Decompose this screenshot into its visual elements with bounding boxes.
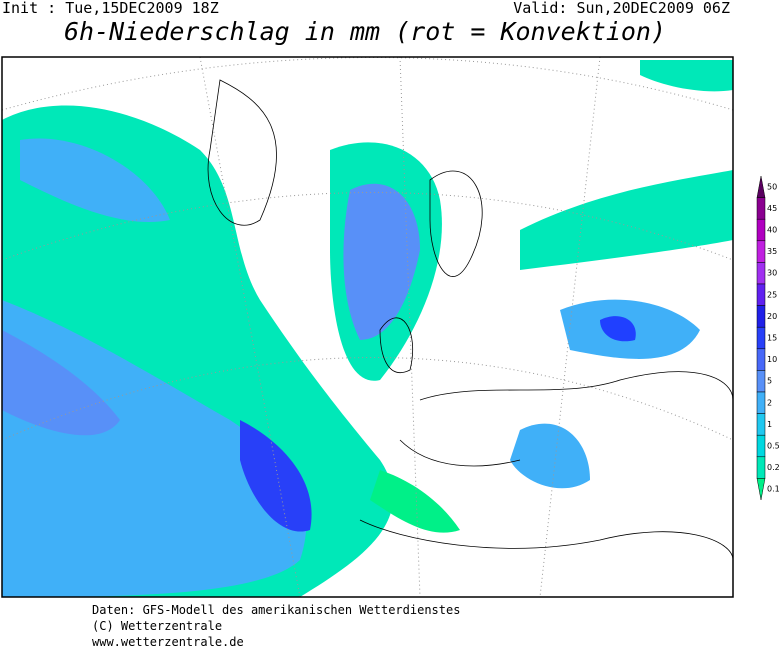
legend-label: 5 [767,377,772,386]
legend-label: 1 [767,420,772,429]
color-swatch [756,218,766,242]
color-swatch [756,348,766,371]
legend-label: 0.2 [767,463,780,472]
footer-line: (C) Wetterzentrale [92,619,222,633]
color-swatch [756,305,766,328]
color-swatch [756,370,766,393]
color-legend: 50 45 40 35 30 25 20 15 10 5 2 1 0.5 0.2 0.1 [756,175,780,501]
color-swatch [756,262,766,285]
legend-label: 25 [767,290,777,299]
color-swatch [756,175,766,198]
color-swatch [756,326,766,350]
footer-line: www.wetterzentrale.de [92,635,244,648]
legend-label: 2 [767,398,772,407]
color-swatch [756,413,766,436]
color-swatch [756,456,766,479]
legend-label: 0.1 [767,485,780,494]
valid-time: Valid: Sun,20DEC2009 06Z [513,0,730,17]
color-swatch [756,240,766,263]
color-swatch [756,478,766,501]
legend-label: 40 [767,226,777,235]
legend-label: 0.5 [767,442,780,451]
color-swatch [756,434,766,458]
legend-label: 45 [767,204,777,213]
footer-line: Daten: GFS-Modell des amerikanischen Wet… [92,603,460,617]
init-time: Init : Tue,15DEC2009 18Z [2,0,219,17]
legend-label: 15 [767,334,777,343]
legend-label: 20 [767,312,777,321]
color-swatch [756,283,766,306]
color-swatch [756,391,766,414]
legend-label: 50 [767,182,777,191]
color-swatch [756,197,766,220]
map [1,56,734,598]
legend-label: 30 [767,269,777,278]
legend-label: 35 [767,247,777,256]
legend-label: 10 [767,355,777,364]
title: 6h-Niederschlag in mm (rot = Konvektion) [64,17,666,46]
